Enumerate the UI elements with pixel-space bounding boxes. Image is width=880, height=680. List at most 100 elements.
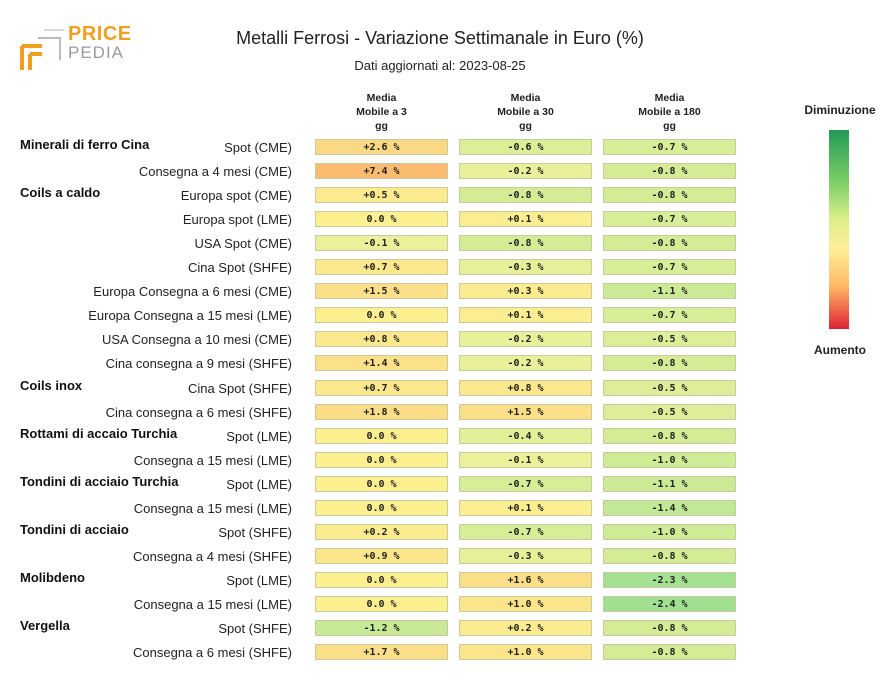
heatmap-cell: -1.2 % — [315, 620, 448, 636]
column-header-line: Media — [366, 92, 397, 104]
row-label: USA Spot (CME) — [194, 236, 292, 252]
column-header-line: gg — [663, 120, 676, 132]
heatmap-cell: +0.8 % — [315, 331, 448, 348]
group-label: Molibdeno — [20, 569, 85, 585]
heatmap-cell: -0.1 % — [315, 235, 448, 252]
heatmap-cell: +0.2 % — [315, 523, 448, 540]
heatmap-cell: -2.4 % — [603, 595, 736, 612]
group-label: Minerali di ferro Cina — [20, 137, 150, 152]
heatmap-cell: -0.8 % — [603, 620, 736, 636]
heatmap-cell: -1.0 % — [603, 451, 736, 468]
heatmap-cell: -1.1 % — [603, 475, 736, 492]
heatmap-cell: -0.6 % — [459, 139, 592, 155]
heatmap-cell: 0.0 % — [315, 571, 448, 588]
heatmap-cell: -0.8 % — [603, 644, 736, 661]
heatmap-cell: 0.0 % — [315, 499, 448, 516]
row-label: Consegna a 15 mesi (LME) — [133, 596, 292, 612]
heatmap-cell: +0.2 % — [459, 620, 592, 636]
heatmap-cell: +0.1 % — [459, 211, 592, 228]
heatmap-cell: -0.8 % — [603, 547, 736, 564]
legend-bottom-label: Aumento — [814, 343, 866, 357]
heatmap-cell: -0.3 % — [459, 547, 592, 564]
heatmap-cell: -0.8 % — [603, 187, 736, 204]
row-label: Cina consegna a 9 mesi (SHFE) — [105, 356, 292, 372]
heatmap-cell: +0.7 % — [315, 259, 448, 276]
row-label: Europa spot (LME) — [182, 212, 292, 228]
heatmap-cell: +1.0 % — [459, 644, 592, 661]
logo-price-text: PRICE — [68, 23, 132, 45]
heatmap-cell: -0.5 % — [603, 331, 736, 348]
column-header-line: gg — [375, 120, 388, 132]
group-label: Tondini di acciaio Turchia — [20, 473, 179, 489]
heatmap-cell: -0.8 % — [459, 187, 592, 204]
row-label: Spot (LME) — [226, 572, 292, 588]
heatmap-cell: +1.8 % — [315, 403, 448, 420]
group-label: Tondini di acciaio — [20, 521, 129, 537]
heatmap-cell: +0.7 % — [315, 379, 448, 396]
chart-title: Metalli Ferrosi - Variazione Settimanale… — [236, 28, 644, 48]
heatmap-cell: +0.9 % — [315, 547, 448, 564]
heatmap-cell: -0.2 % — [459, 355, 592, 372]
heatmap-cell: -1.4 % — [603, 499, 736, 516]
heatmap-cell: +1.7 % — [315, 644, 448, 661]
heatmap-cell: +0.1 % — [459, 307, 592, 324]
group-label: Coils inox — [20, 377, 83, 393]
heatmap-cell: -0.1 % — [459, 451, 592, 468]
heatmap-cell: 0.0 % — [315, 595, 448, 612]
heatmap-cell: 0.0 % — [315, 475, 448, 492]
heatmap-cell: -0.7 % — [459, 475, 592, 492]
heatmap-cell: +1.0 % — [459, 595, 592, 612]
heatmap-cell: -0.5 % — [603, 403, 736, 420]
row-label: Spot (LME) — [226, 476, 292, 492]
row-label: Spot (SHFE) — [218, 524, 292, 540]
row-label: Europa Consegna a 15 mesi (LME) — [88, 308, 292, 324]
heatmap-cell: 0.0 % — [315, 451, 448, 468]
row-label: Consegna a 15 mesi (LME) — [133, 452, 292, 468]
heatmap-cell: +0.8 % — [459, 379, 592, 396]
column-header: Media Mobile a 30 gg — [458, 91, 593, 133]
column-header-line: Mobile a 3 — [356, 106, 407, 118]
logo-mark-icon — [20, 29, 64, 70]
heatmap-cell: -0.2 % — [459, 163, 592, 180]
row-label: Europa Consegna a 6 mesi (CME) — [93, 284, 292, 300]
row-label: Spot (LME) — [226, 428, 292, 444]
row-label: Spot (SHFE) — [218, 621, 292, 636]
heatmap-cell: -0.7 % — [459, 523, 592, 540]
heatmap-cell: +2.6 % — [315, 139, 448, 155]
group-label: Rottami di accaio Turchia — [20, 425, 178, 441]
heatmap-cell: +0.3 % — [459, 283, 592, 300]
pricepedia-logo: PRICE PEDIA — [20, 23, 132, 74]
heatmap-cell: -0.4 % — [459, 427, 592, 444]
heatmap-cell: -0.3 % — [459, 259, 592, 276]
chart-subtitle: Dati aggiornati al: 2023-08-25 — [354, 58, 526, 73]
column-header-line: gg — [519, 120, 532, 132]
column-header-line: Media — [654, 92, 685, 104]
column-header-line: Media — [510, 92, 541, 104]
legend-color-scale — [829, 130, 849, 329]
heatmap-cell: -0.5 % — [603, 379, 736, 396]
heatmap-cell: +1.6 % — [459, 571, 592, 588]
legend-top-label: Diminuzione — [804, 103, 876, 117]
heatmap-cell: -2.3 % — [603, 571, 736, 588]
row-label: USA Consegna a 10 mesi (CME) — [101, 332, 292, 348]
row-label: Spot (CME) — [224, 140, 292, 155]
row-label: Cina consegna a 6 mesi (SHFE) — [105, 404, 292, 420]
row-label: Consegna a 4 mesi (CME) — [138, 164, 292, 180]
column-header-line: Mobile a 30 — [497, 106, 554, 118]
heatmap-cell: -0.7 % — [603, 211, 736, 228]
heatmap-cell: 0.0 % — [315, 211, 448, 228]
heatmap-cell: -0.7 % — [603, 139, 736, 155]
column-header-line: Mobile a 180 — [638, 106, 701, 118]
heatmap-cell: +7.4 % — [315, 163, 448, 180]
heatmap-cell: +1.5 % — [459, 403, 592, 420]
heatmap-cell: -0.7 % — [603, 307, 736, 324]
heatmap-cell: -0.8 % — [603, 355, 736, 372]
group-label: Coils a caldo — [20, 185, 101, 201]
column-header: Media Mobile a 3 gg — [314, 91, 449, 133]
heatmap-cell: +1.5 % — [315, 283, 448, 300]
logo-pedia-text: PEDIA — [68, 43, 125, 62]
heatmap-cell: 0.0 % — [315, 307, 448, 324]
row-label: Consegna a 4 mesi (SHFE) — [133, 548, 292, 564]
heatmap-cell: -0.2 % — [459, 331, 592, 348]
heatmap-cell: -0.8 % — [603, 427, 736, 444]
